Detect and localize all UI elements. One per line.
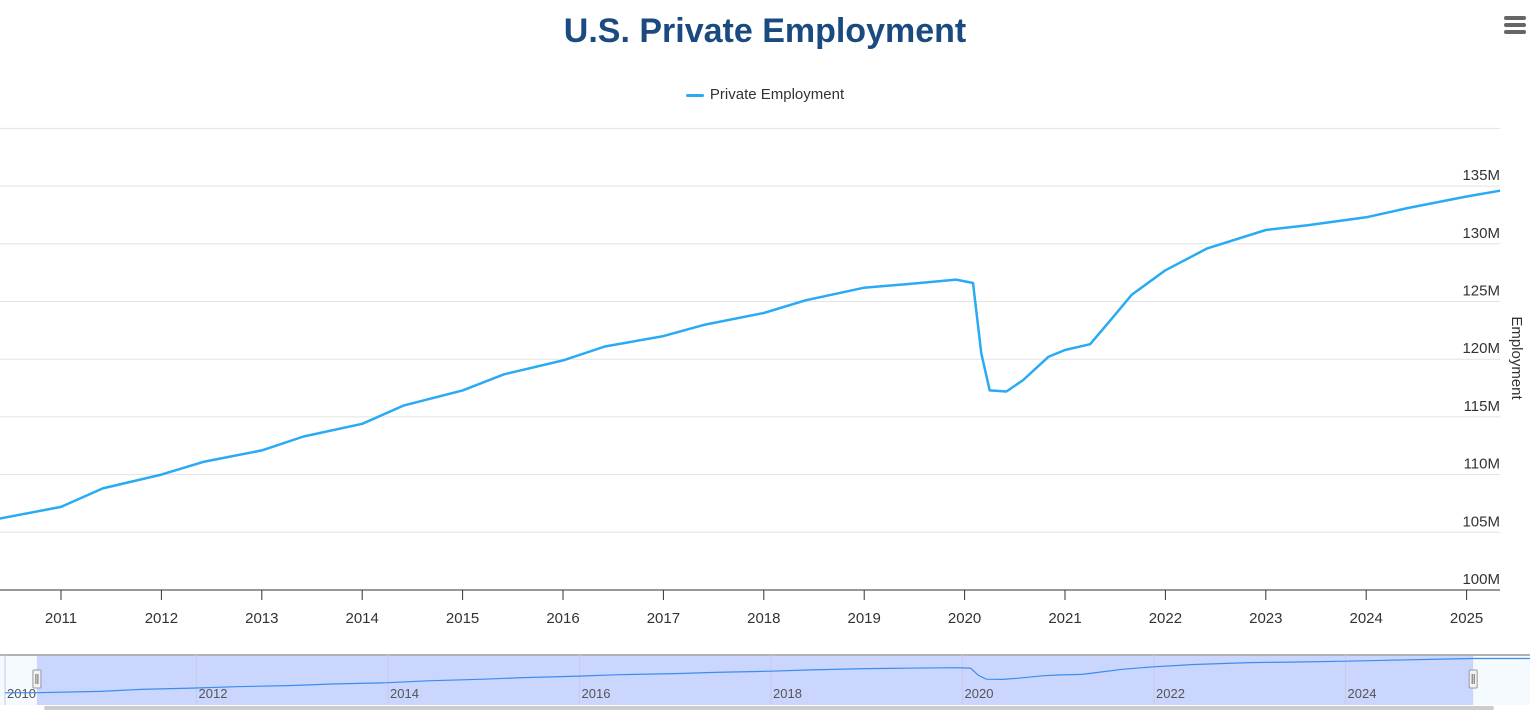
navigator-tick-label: 2012: [199, 686, 228, 701]
x-tick-label: 2016: [546, 610, 579, 627]
legend-swatch: [685, 93, 704, 97]
x-tick-label: 2014: [346, 610, 379, 627]
x-tick-label: 2022: [1149, 610, 1182, 627]
navigator-tick-label: 2022: [1156, 686, 1185, 701]
y-tick-label: 135M: [1462, 167, 1500, 184]
x-tick-label: 2011: [45, 610, 77, 627]
y-tick-label: 120M: [1462, 340, 1500, 357]
x-tick-label: 2017: [647, 610, 680, 627]
navigator-tick-label: 2018: [773, 686, 802, 701]
navigator-handle-right[interactable]: [1468, 669, 1478, 689]
navigator-tick-label: 2010: [7, 686, 36, 701]
x-tick-label: 2019: [848, 610, 881, 627]
x-tick-label: 2012: [145, 610, 178, 627]
y-axis-title: Employment: [1508, 316, 1525, 400]
x-tick-label: 2023: [1249, 610, 1282, 627]
y-tick-label: 110M: [1464, 456, 1500, 473]
navigator-scrollbar[interactable]: [44, 706, 1494, 710]
navigator-background: [0, 655, 1530, 705]
y-tick-label: 125M: [1462, 283, 1500, 300]
x-tick-label: 2021: [1048, 610, 1081, 627]
x-tick-label: 2018: [747, 610, 780, 627]
series-line: [0, 189, 1501, 520]
x-tick-label: 2013: [245, 610, 278, 627]
navigator-tick-label: 2020: [965, 686, 994, 701]
navigator-handle-left[interactable]: [32, 669, 42, 689]
x-tick-label: 2024: [1350, 610, 1383, 627]
hamburger-menu-icon[interactable]: [1504, 16, 1526, 36]
x-tick-label: 2015: [446, 610, 479, 627]
navigator-tick-label: 2016: [582, 686, 611, 701]
navigator-tick-label: 2014: [390, 686, 419, 701]
x-tick-label: 2025: [1450, 610, 1483, 627]
y-tick-label: 100M: [1462, 571, 1500, 588]
x-tick-label: 2020: [948, 610, 981, 627]
y-tick-label: 105M: [1462, 513, 1500, 530]
chart-title: U.S. Private Employment: [563, 12, 967, 50]
legend-item[interactable]: Private Employment: [0, 86, 1530, 103]
y-tick-label: 115M: [1464, 398, 1500, 415]
navigator-tick-label: 2024: [1348, 686, 1377, 701]
y-tick-label: 130M: [1462, 225, 1500, 242]
navigator-series: [4, 657, 1530, 694]
legend-label: Private Employment: [709, 86, 845, 103]
